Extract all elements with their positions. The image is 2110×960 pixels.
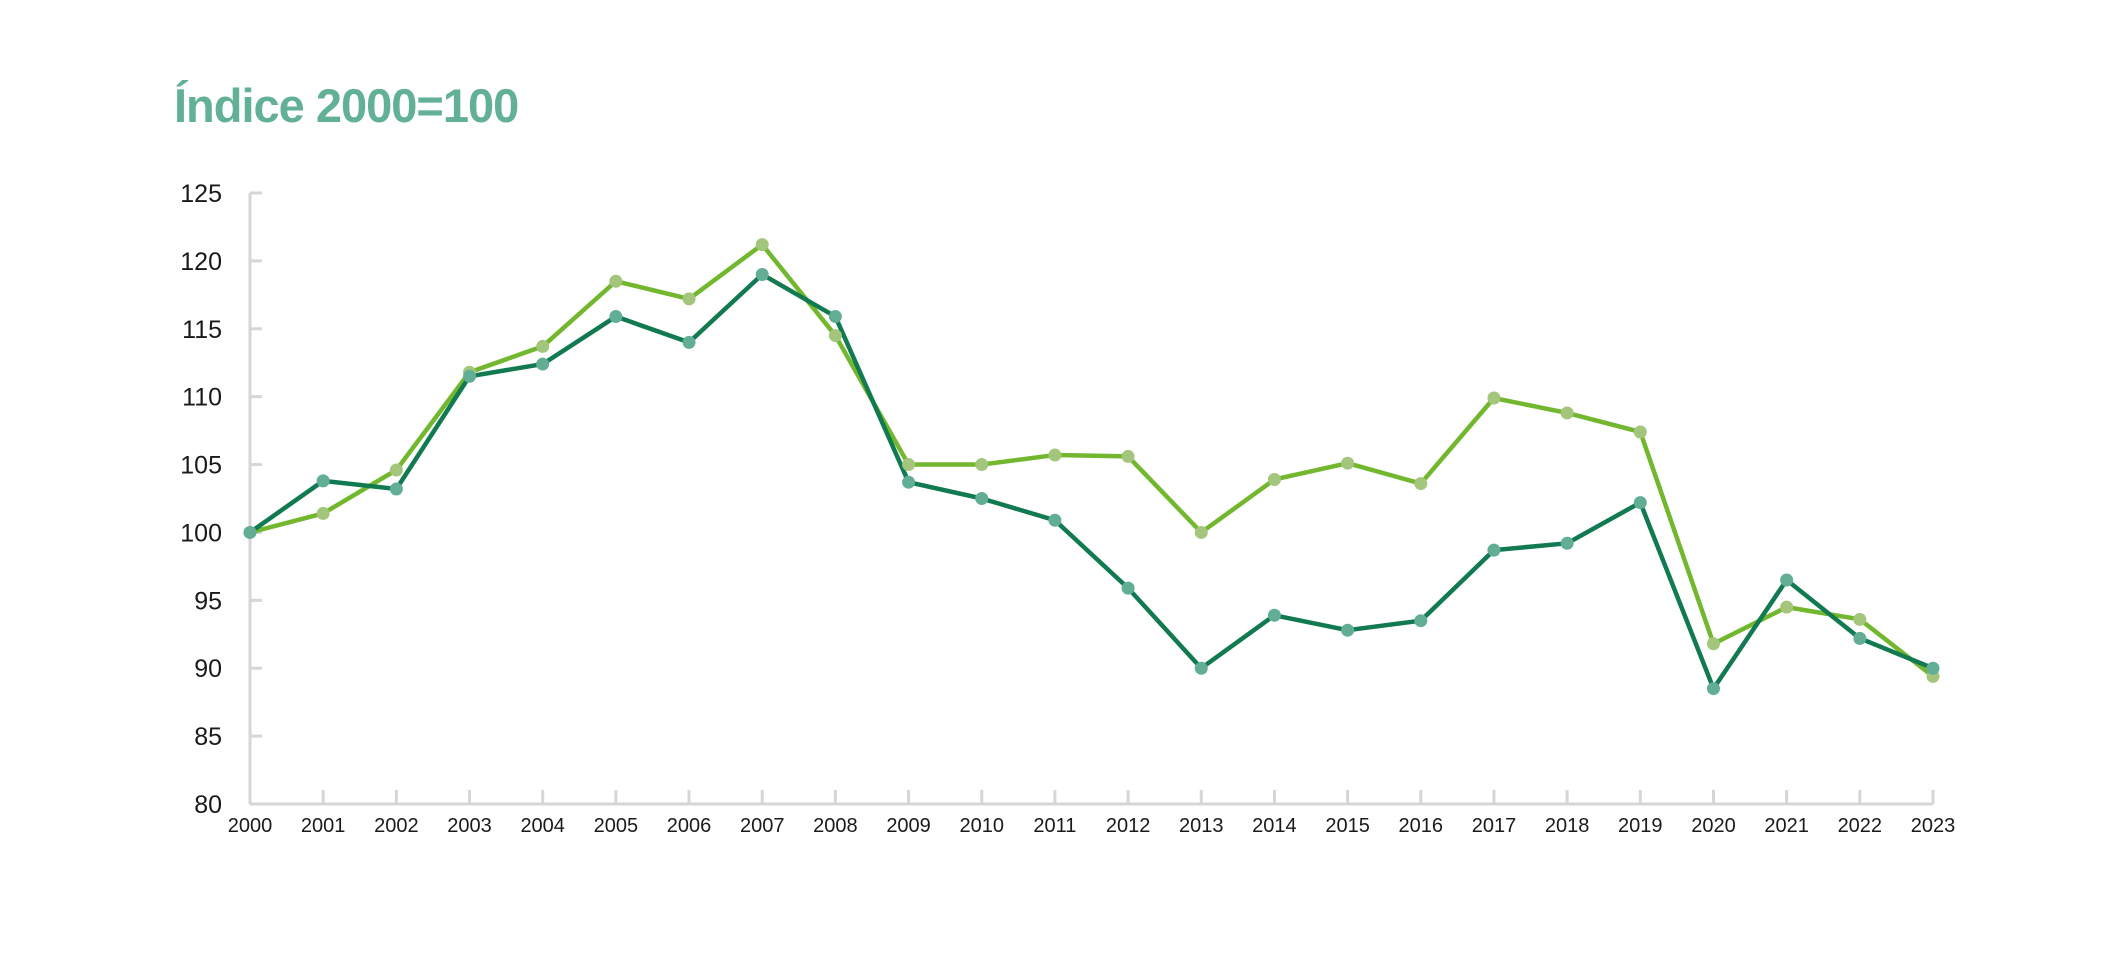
y-tick-label: 105 — [180, 452, 222, 480]
series-1-point — [1560, 406, 1574, 420]
series-2-point — [1341, 623, 1355, 637]
series-1-point — [755, 238, 769, 252]
x-tick-label: 2008 — [813, 815, 858, 837]
series-2-point — [1487, 543, 1501, 557]
x-tick-label: 2004 — [520, 815, 565, 837]
x-tick-label: 2016 — [1399, 815, 1444, 837]
series-2-point — [1633, 496, 1647, 510]
series-1-point — [316, 506, 330, 520]
series-2-point — [1414, 614, 1428, 628]
x-tick-label: 2001 — [301, 815, 346, 837]
series-1-point — [389, 463, 403, 477]
series-2-point — [1048, 513, 1062, 527]
y-tick-label: 110 — [182, 384, 222, 412]
x-tick-label: 2014 — [1252, 815, 1297, 837]
series-2-point — [902, 475, 916, 489]
x-tick-label: 2021 — [1764, 815, 1809, 837]
y-tick-label: 115 — [182, 316, 222, 344]
series-2-point — [975, 492, 989, 505]
series-2-point — [755, 267, 769, 281]
series-1-point — [1267, 472, 1281, 486]
y-tick-label: 125 — [180, 180, 222, 208]
series-2-point — [828, 310, 842, 324]
series-2-point — [1853, 631, 1867, 645]
x-tick-label: 2015 — [1325, 815, 1370, 837]
series-1-point — [1633, 425, 1647, 439]
y-tick-label: 90 — [194, 655, 222, 683]
x-tick-label: 2020 — [1691, 815, 1736, 837]
series-1-point — [536, 339, 550, 353]
series-2-point — [1121, 581, 1135, 595]
series-2-point — [1194, 661, 1208, 675]
x-tick-label: 2007 — [740, 815, 785, 837]
series-1-point — [609, 274, 623, 288]
y-tick-label: 120 — [180, 248, 222, 276]
x-tick-label: 2017 — [1472, 815, 1517, 837]
x-tick-label: 2005 — [594, 815, 639, 837]
series-2-point — [389, 482, 403, 496]
y-tick-label: 95 — [194, 587, 222, 615]
series-2-point — [1560, 536, 1574, 550]
series-2-point — [682, 335, 696, 349]
series-1-point — [902, 458, 916, 472]
series-1-point — [1487, 391, 1501, 405]
series-1-point — [1121, 449, 1135, 463]
series-1-point — [682, 292, 696, 306]
x-tick-label: 2006 — [667, 815, 712, 837]
series-1-point — [1853, 612, 1867, 626]
x-tick-label: 2000 — [228, 815, 273, 837]
x-tick-label: 2023 — [1911, 815, 1956, 837]
series-2-point — [1267, 608, 1281, 622]
series-2-point — [1780, 573, 1794, 587]
series-2-point — [316, 474, 330, 488]
series-1-point — [975, 458, 989, 472]
series-1-point — [1341, 456, 1355, 470]
series-1-point — [1048, 448, 1062, 462]
series-1-point — [828, 329, 842, 343]
y-tick-label: 80 — [194, 791, 222, 819]
series-2-point — [1926, 661, 1940, 675]
x-tick-label: 2022 — [1838, 815, 1883, 837]
chart-title: Índice 2000=100 — [174, 79, 519, 132]
series-1-point — [1780, 600, 1794, 614]
x-tick-label: 2011 — [1033, 815, 1076, 837]
x-tick-label: 2009 — [886, 815, 931, 837]
x-tick-label: 2018 — [1545, 815, 1590, 837]
x-tick-label: 2010 — [959, 815, 1004, 837]
x-tick-label: 2002 — [374, 815, 419, 837]
y-tick-label: 100 — [180, 519, 222, 547]
series-2-point — [243, 525, 257, 539]
x-tick-label: 2003 — [447, 815, 492, 837]
x-tick-label: 2013 — [1179, 815, 1224, 837]
x-tick-label: 2012 — [1106, 815, 1151, 837]
series-1-point — [1414, 477, 1428, 491]
series-2-point — [536, 357, 550, 371]
series-1-point — [1706, 637, 1720, 651]
x-tick-label: 2019 — [1618, 815, 1663, 837]
series-1-line — [249, 242, 1935, 679]
series-2-point — [1706, 682, 1720, 696]
series-2-line — [248, 272, 1934, 691]
y-tick-label: 85 — [194, 723, 222, 751]
series-2-point — [609, 310, 623, 324]
series-2-point — [463, 369, 477, 383]
series-1-point — [1194, 525, 1208, 539]
